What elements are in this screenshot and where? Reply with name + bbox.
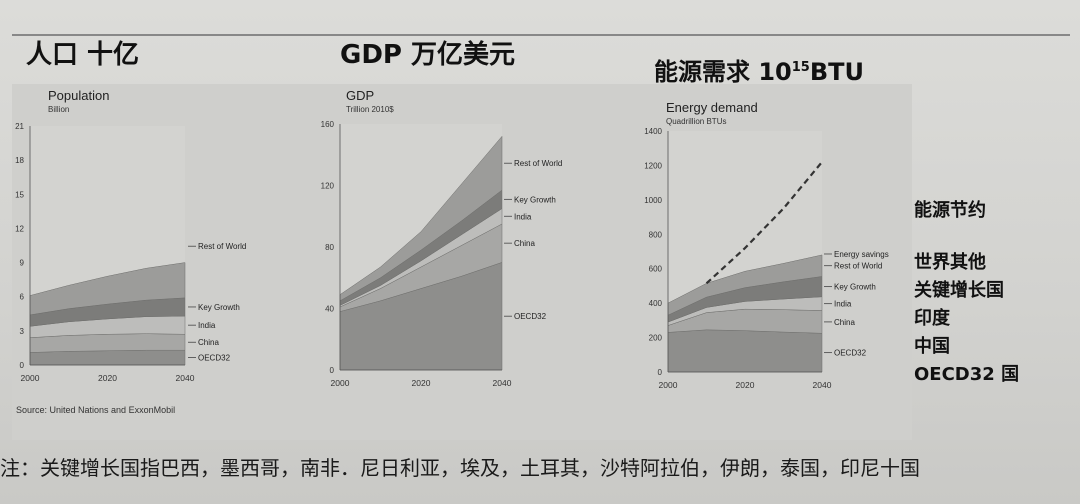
chart-gdp-ytick-80: 80 <box>325 243 334 252</box>
chart-energy-demand-legend-oecd32: OECD32 <box>834 349 867 358</box>
gdp-heading: GDP 万亿美元 <box>340 40 516 70</box>
chart-population-ytick-15: 15 <box>15 190 24 199</box>
chart-energy-demand-xtick-2040: 2040 <box>813 380 832 390</box>
chart-gdp-area-rest-of-world <box>339 135 503 302</box>
legend-cn-oecd32: OECD32 国 <box>914 364 1020 385</box>
chart-energy-demand-ytick-400: 400 <box>649 299 663 308</box>
chart-gdp-xtick-2020: 2020 <box>412 378 431 388</box>
chart-gdp-legend-oecd32: OECD32 <box>514 312 547 321</box>
legend-cn-rest-of-world: 世界其他 <box>914 252 986 273</box>
chart-population-ytick-21: 21 <box>15 122 24 131</box>
chart-population-legend-oecd32: OECD32 <box>198 354 231 363</box>
legend-cn-india: 印度 <box>914 308 950 329</box>
chart-gdp-title: GDP <box>346 88 374 103</box>
chart-energy-demand-legend-energy-savings: Energy savings <box>834 250 889 259</box>
legend-cn-energy-savings: 能源节约 <box>914 200 986 221</box>
chart-gdp-legend-rest-of-world: Rest of World <box>514 159 562 168</box>
legend-cn-china: 中国 <box>914 336 950 357</box>
chart-energy-demand-ytick-1200: 1200 <box>644 161 662 170</box>
chart-population-ytick-12: 12 <box>15 224 24 233</box>
chart-energy-demand-area-rest-of-world <box>667 254 823 316</box>
chart-population-legend-rest-of-world: Rest of World <box>198 242 246 251</box>
chart-energy-demand-legend-key-growth: Key Growth <box>834 283 876 292</box>
chart-energy-demand-legend-rest-of-world: Rest of World <box>834 262 882 271</box>
chart-energy-demand-ytick-0: 0 <box>658 368 663 377</box>
chart-energy-demand-ytick-1000: 1000 <box>644 196 662 205</box>
chart-energy-demand-xtick-2020: 2020 <box>736 380 755 390</box>
chart-energy-demand-legend-india: India <box>834 300 852 309</box>
energy-heading: 能源需求 1015BTU <box>654 52 864 87</box>
chart-gdp-unit: Trillion 2010$ <box>346 105 394 114</box>
chart-population-legend-china: China <box>198 338 219 347</box>
chart-population-ytick-0: 0 <box>20 361 25 370</box>
chart-gdp-legend-india: India <box>514 212 532 221</box>
energy-heading-exponent: 15 <box>791 60 810 75</box>
chart-gdp-ytick-0: 0 <box>330 366 335 375</box>
chart-gdp-ytick-120: 120 <box>321 182 335 191</box>
chart-population-xtick-2020: 2020 <box>98 373 117 383</box>
chart-population-legend-key-growth: Key Growth <box>198 303 240 312</box>
chart-gdp-xtick-2000: 2000 <box>331 378 350 388</box>
chart-population-xtick-2000: 2000 <box>21 373 40 383</box>
chart-gdp-ytick-160: 160 <box>321 120 335 129</box>
population-heading: 人口 十亿 <box>26 40 140 70</box>
source-note: Source: United Nations and ExxonMobil <box>16 405 176 415</box>
chart-energy-demand-legend-china: China <box>834 318 855 327</box>
chart-gdp-legend-china: China <box>514 239 535 248</box>
chart-population-ytick-6: 6 <box>20 293 25 302</box>
chart-energy-demand-unit: Quadrillion BTUs <box>666 117 726 126</box>
chart-energy-demand-ytick-1400: 1400 <box>644 127 662 136</box>
chart-gdp-xtick-2040: 2040 <box>493 378 512 388</box>
chart-energy-demand-ytick-800: 800 <box>649 230 663 239</box>
chart-population-area-oecd32 <box>29 349 186 366</box>
energy-heading-unit: BTU <box>809 58 865 86</box>
energy-heading-main: 能源需求 10 <box>654 58 792 86</box>
chart-population-ytick-18: 18 <box>15 156 24 165</box>
chart-gdp-legend-key-growth: Key Growth <box>514 195 556 204</box>
chart-population-ytick-9: 9 <box>20 259 25 268</box>
legend-cn-key-growth: 关键增长国 <box>914 280 1004 301</box>
figure-panel-border <box>12 34 1070 444</box>
chart-energy-demand-area-oecd32 <box>667 329 823 373</box>
chart-population-legend-india: India <box>198 321 216 330</box>
chart-population-area-rest-of-world <box>29 262 186 316</box>
chart-energy-demand-ytick-200: 200 <box>649 334 663 343</box>
chart-energy-demand-xtick-2000: 2000 <box>659 380 678 390</box>
chart-gdp-ytick-40: 40 <box>325 305 334 314</box>
chart-energy-demand-title: Energy demand <box>666 100 758 115</box>
chart-energy-demand-ytick-600: 600 <box>649 265 663 274</box>
chart-population-unit: Billion <box>48 105 69 114</box>
footnote: 注：关键增长国指巴西，墨西哥，南非．尼日利亚，埃及，土耳其，沙特阿拉伯，伊朗，泰… <box>0 456 920 480</box>
chart-population-ytick-3: 3 <box>20 327 25 336</box>
chart-population-title: Population <box>48 88 109 103</box>
chart-population-xtick-2040: 2040 <box>176 373 195 383</box>
